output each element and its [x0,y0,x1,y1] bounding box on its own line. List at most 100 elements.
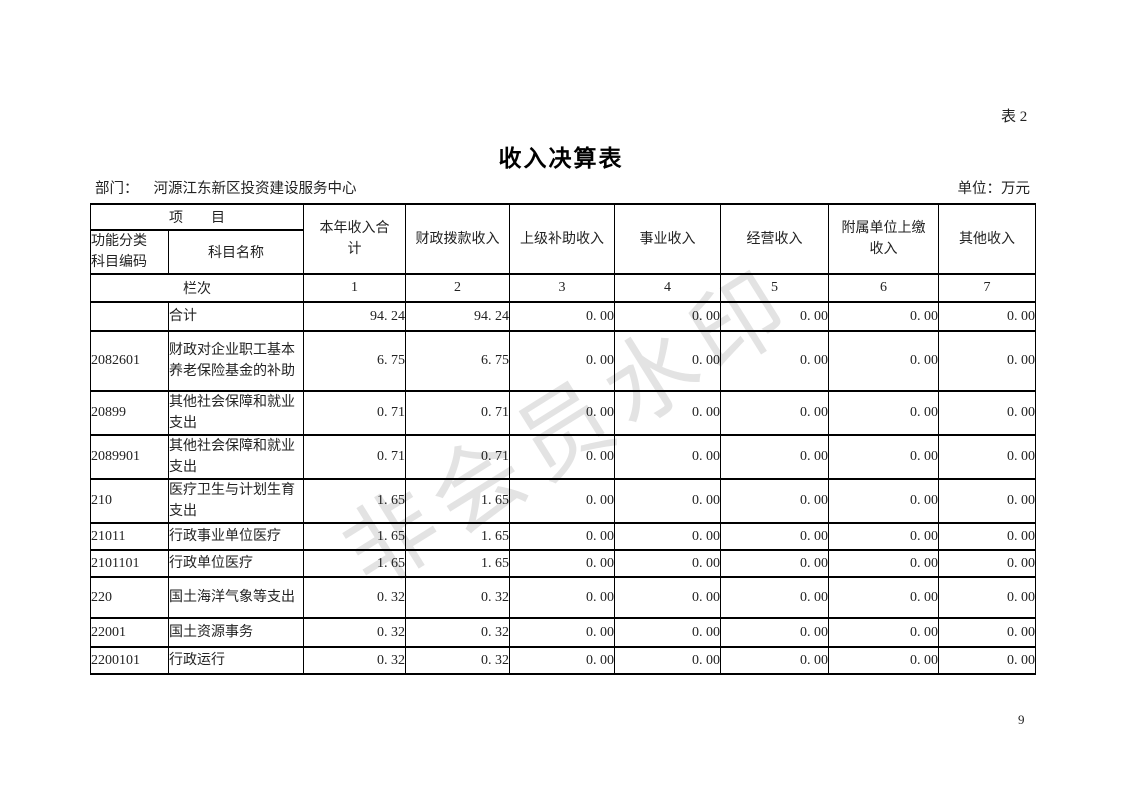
value-cell: 0. 00 [509,522,615,551]
col-index: 6 [828,273,939,303]
col-index: 1 [303,273,406,303]
header-col-subsidy: 上级补助收入 [509,203,615,275]
value-cell: 0. 00 [720,301,829,332]
header-col-other: 其他收入 [938,203,1036,275]
table-row: 22001 国土资源事务 0. 32 0. 32 0. 00 0. 00 0. … [90,617,1036,648]
value-cell: 0. 71 [405,390,510,436]
header-col-affiliate: 附属单位上缴 收入 [828,203,939,275]
value-cell: 0. 00 [509,646,615,675]
table-row: 2082601 财政对企业职工基本养老保险基金的补助 6. 75 6. 75 0… [90,330,1036,392]
value-cell: 0. 00 [938,522,1036,551]
table-row: 2101101 行政单位医疗 1. 65 1. 65 0. 00 0. 00 0… [90,549,1036,578]
value-cell: 0. 00 [720,330,829,392]
row-index-label: 栏次 [90,273,304,303]
value-cell: 0. 00 [720,646,829,675]
code-cell [90,301,169,332]
value-cell: 0. 00 [938,301,1036,332]
value-cell: 1. 65 [303,522,406,551]
value-cell: 0. 00 [720,522,829,551]
value-cell: 0. 00 [828,617,939,648]
table-row-total: 合计 94. 24 94. 24 0. 00 0. 00 0. 00 0. 00… [90,301,1036,332]
value-cell: 0. 00 [828,478,939,524]
col-index: 4 [614,273,721,303]
name-cell: 行政单位医疗 [168,549,304,578]
value-cell: 0. 00 [509,434,615,480]
value-cell: 0. 00 [509,617,615,648]
header-row-sub: 功能分类 科目编码 科目名称 [90,229,1036,275]
income-table: 项 目 本年收入合 计 财政拨款收入 上级补助收入 事业收入 经营收入 附属单位… [90,203,1036,675]
value-cell: 0. 00 [720,434,829,480]
value-cell: 0. 00 [509,549,615,578]
header-code: 功能分类 科目编码 [90,229,169,275]
table-row: 2089901 其他社会保障和就业支出 0. 71 0. 71 0. 00 0.… [90,434,1036,480]
value-cell: 0. 00 [614,646,721,675]
value-cell: 0. 00 [938,478,1036,524]
col-index: 2 [405,273,510,303]
col-index: 5 [720,273,829,303]
department-label: 部门： [95,181,139,197]
name-cell: 国土资源事务 [168,617,304,648]
value-cell: 1. 65 [303,549,406,578]
value-cell: 0. 00 [720,549,829,578]
value-cell: 0. 00 [509,301,615,332]
table-row: 21011 行政事业单位医疗 1. 65 1. 65 0. 00 0. 00 0… [90,522,1036,551]
value-cell: 0. 00 [614,434,721,480]
value-cell: 0. 00 [614,617,721,648]
value-cell: 0. 00 [614,478,721,524]
table-row: 210 医疗卫生与计划生育支出 1. 65 1. 65 0. 00 0. 00 … [90,478,1036,524]
name-cell: 国土海洋气象等支出 [168,576,304,619]
value-cell: 0. 71 [405,434,510,480]
code-cell: 22001 [90,617,169,648]
value-cell: 6. 75 [405,330,510,392]
value-cell: 0. 00 [614,576,721,619]
value-cell: 0. 32 [405,617,510,648]
header-col-business: 经营收入 [720,203,829,275]
value-cell: 0. 00 [828,301,939,332]
table-row: 20899 其他社会保障和就业支出 0. 71 0. 71 0. 00 0. 0… [90,390,1036,436]
value-cell: 6. 75 [303,330,406,392]
value-cell: 0. 00 [828,522,939,551]
header-col-operation: 事业收入 [614,203,721,275]
column-index-row: 栏次 1 2 3 4 5 6 7 [90,273,1036,303]
value-cell: 0. 00 [614,330,721,392]
unit-note: 单位：万元 [957,181,1031,197]
header-item-group: 项 目 [90,203,304,231]
value-cell: 94. 24 [405,301,510,332]
value-cell: 0. 00 [828,646,939,675]
value-cell: 0. 32 [405,576,510,619]
value-cell: 0. 00 [720,390,829,436]
value-cell: 0. 00 [938,434,1036,480]
name-cell: 合计 [168,301,304,332]
table-corner-label: 表 2 [1001,109,1028,125]
table-row: 2200101 行政运行 0. 32 0. 32 0. 00 0. 00 0. … [90,646,1036,675]
name-cell: 行政运行 [168,646,304,675]
value-cell: 0. 00 [828,576,939,619]
name-cell: 其他社会保障和就业支出 [168,434,304,480]
value-cell: 1. 65 [405,478,510,524]
name-cell: 医疗卫生与计划生育支出 [168,478,304,524]
value-cell: 1. 65 [303,478,406,524]
value-cell: 0. 00 [509,576,615,619]
value-cell: 0. 32 [303,576,406,619]
value-cell: 1. 65 [405,522,510,551]
value-cell: 0. 00 [828,434,939,480]
code-cell: 2089901 [90,434,169,480]
value-cell: 0. 00 [720,617,829,648]
header-subject-name: 科目名称 [168,229,304,275]
department-name: 河源江东新区投资建设服务中心 [153,181,357,197]
value-cell: 0. 00 [938,617,1036,648]
code-cell: 21011 [90,522,169,551]
value-cell: 0. 00 [614,390,721,436]
value-cell: 0. 32 [405,646,510,675]
value-cell: 0. 00 [614,549,721,578]
value-cell: 94. 24 [303,301,406,332]
value-cell: 0. 00 [509,390,615,436]
value-cell: 0. 00 [938,330,1036,392]
value-cell: 0. 00 [828,330,939,392]
table-row: 220 国土海洋气象等支出 0. 32 0. 32 0. 00 0. 00 0.… [90,576,1036,619]
value-cell: 0. 71 [303,434,406,480]
col-index: 7 [938,273,1036,303]
page-title: 收入决算表 [498,146,624,171]
name-cell: 行政事业单位医疗 [168,522,304,551]
